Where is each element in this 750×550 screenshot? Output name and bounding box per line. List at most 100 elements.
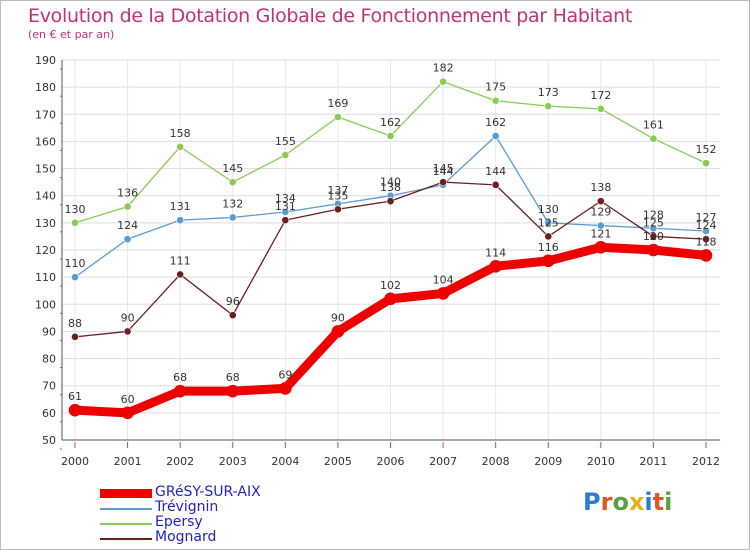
x-tick-label: 2009: [534, 455, 562, 468]
data-point-Epersy: [649, 134, 658, 143]
data-label: 131: [275, 200, 296, 213]
data-label: 144: [433, 165, 454, 178]
legend-label: GRéSY-SUR-AIX: [155, 484, 261, 500]
data-label: 175: [485, 81, 506, 94]
data-point-GRéSY-SUR-AIX: [384, 292, 397, 306]
data-label: 135: [327, 189, 348, 202]
data-label: 120: [643, 230, 664, 243]
data-point-Epersy: [702, 159, 710, 168]
y-tick-label: 190: [35, 54, 56, 67]
chart-title: Evolution de la Dotation Globale de Fonc…: [28, 5, 633, 27]
data-point-GRéSY-SUR-AIX: [647, 243, 660, 257]
data-point-Mognard: [71, 332, 79, 341]
data-point-Trévignin: [281, 208, 290, 216]
data-label: 152: [696, 143, 717, 156]
x-tick-label: 2012: [692, 455, 720, 468]
data-point-Mognard: [649, 232, 658, 241]
data-label: 90: [331, 311, 345, 324]
data-point-Epersy: [71, 218, 79, 227]
data-label: 110: [65, 257, 86, 270]
data-label: 88: [68, 317, 82, 330]
legend-swatch: [100, 489, 152, 498]
data-label: 111: [170, 254, 191, 267]
legend-label: Epersy: [155, 514, 203, 530]
y-tick-label: 150: [35, 163, 56, 176]
y-tick-label: 140: [35, 190, 56, 203]
data-label: 130: [65, 203, 86, 216]
y-tick-label: 80: [42, 353, 56, 366]
data-label: 136: [117, 187, 138, 200]
data-point-Epersy: [123, 202, 132, 211]
data-label: 102: [380, 279, 401, 292]
legend-swatch: [100, 508, 152, 510]
data-point-Trévignin: [176, 216, 185, 225]
legend-label: Mognard: [155, 529, 217, 545]
data-point-Epersy: [386, 132, 395, 140]
data-label: 131: [170, 200, 191, 213]
data-point-GRéSY-SUR-AIX: [699, 249, 713, 262]
legend-label: Trévignin: [155, 499, 219, 515]
data-label: 116: [538, 241, 559, 254]
data-label: 140: [380, 176, 401, 189]
x-tick-label: 2003: [219, 455, 247, 468]
data-label: 60: [121, 393, 135, 406]
data-point-Mognard: [544, 232, 553, 241]
data-point-Epersy: [281, 151, 290, 159]
y-tick-label: 130: [35, 217, 56, 230]
data-label: 61: [68, 390, 82, 403]
data-label: 118: [696, 235, 717, 248]
data-label: 144: [485, 165, 506, 178]
data-point-GRéSY-SUR-AIX: [173, 384, 187, 398]
y-tick-label: 170: [35, 108, 56, 121]
data-point-Mognard: [439, 178, 447, 187]
data-label: 124: [696, 219, 717, 232]
data-point-Trévignin: [123, 235, 132, 244]
data-label: 161: [643, 119, 664, 132]
data-point-Epersy: [176, 142, 185, 151]
proxiti-logo: Proxiti: [583, 488, 673, 516]
x-tick-label: 2011: [639, 455, 667, 468]
data-label: 68: [173, 371, 187, 384]
data-label: 145: [433, 162, 454, 175]
legend-swatch: [100, 523, 152, 525]
data-label: 104: [433, 273, 454, 286]
data-label: 158: [170, 127, 191, 140]
data-label: 173: [538, 86, 559, 99]
y-tick-label: 180: [35, 81, 56, 94]
legend-swatch: [100, 538, 152, 540]
data-point-Trévignin: [71, 273, 79, 282]
chart-subtitle: (en € et par an): [28, 28, 115, 41]
data-point-Epersy: [334, 113, 342, 121]
x-tick-label: 2004: [271, 455, 299, 468]
data-label: 137: [327, 184, 348, 197]
data-label: 155: [275, 135, 296, 148]
data-point-GRéSY-SUR-AIX: [226, 384, 240, 398]
x-tick-label: 2000: [61, 455, 89, 468]
y-tick-label: 60: [42, 407, 56, 420]
data-point-GRéSY-SUR-AIX: [279, 382, 292, 395]
data-label: 162: [380, 116, 401, 129]
data-point-Epersy: [439, 77, 447, 86]
data-point-Trévignin: [702, 227, 710, 235]
data-point-Trévignin: [228, 213, 237, 222]
data-point-GRéSY-SUR-AIX: [489, 259, 502, 273]
data-label: 134: [275, 192, 296, 205]
data-label: 138: [590, 181, 611, 194]
y-tick-label: 70: [42, 380, 56, 393]
data-label: 125: [643, 216, 664, 229]
data-point-Mognard: [386, 197, 395, 206]
data-point-GRéSY-SUR-AIX: [68, 403, 82, 417]
data-point-Epersy: [228, 178, 237, 187]
data-point-Mognard: [281, 216, 290, 225]
data-label: 132: [222, 197, 243, 210]
data-point-Mognard: [702, 235, 710, 244]
data-label: 69: [278, 368, 292, 381]
data-label: 162: [485, 116, 506, 129]
data-point-GRéSY-SUR-AIX: [331, 325, 345, 338]
data-label: 172: [590, 89, 611, 102]
data-label: 127: [696, 211, 717, 224]
data-label: 124: [117, 219, 138, 232]
data-point-GRéSY-SUR-AIX: [436, 287, 450, 300]
